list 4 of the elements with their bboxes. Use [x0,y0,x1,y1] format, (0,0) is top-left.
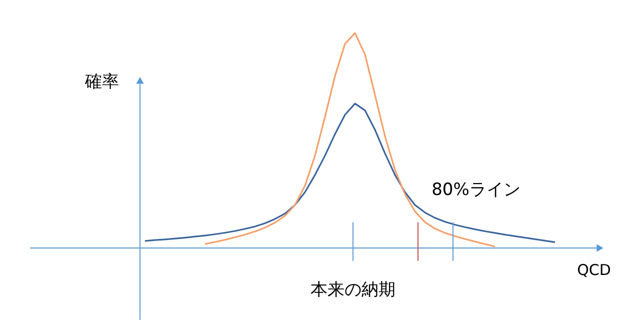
x-axis-title: QCD [577,261,611,279]
annotation: 80%ライン [432,180,520,200]
y-axis-title: 確率 [84,72,119,92]
text: 本来の納期 [310,280,396,300]
